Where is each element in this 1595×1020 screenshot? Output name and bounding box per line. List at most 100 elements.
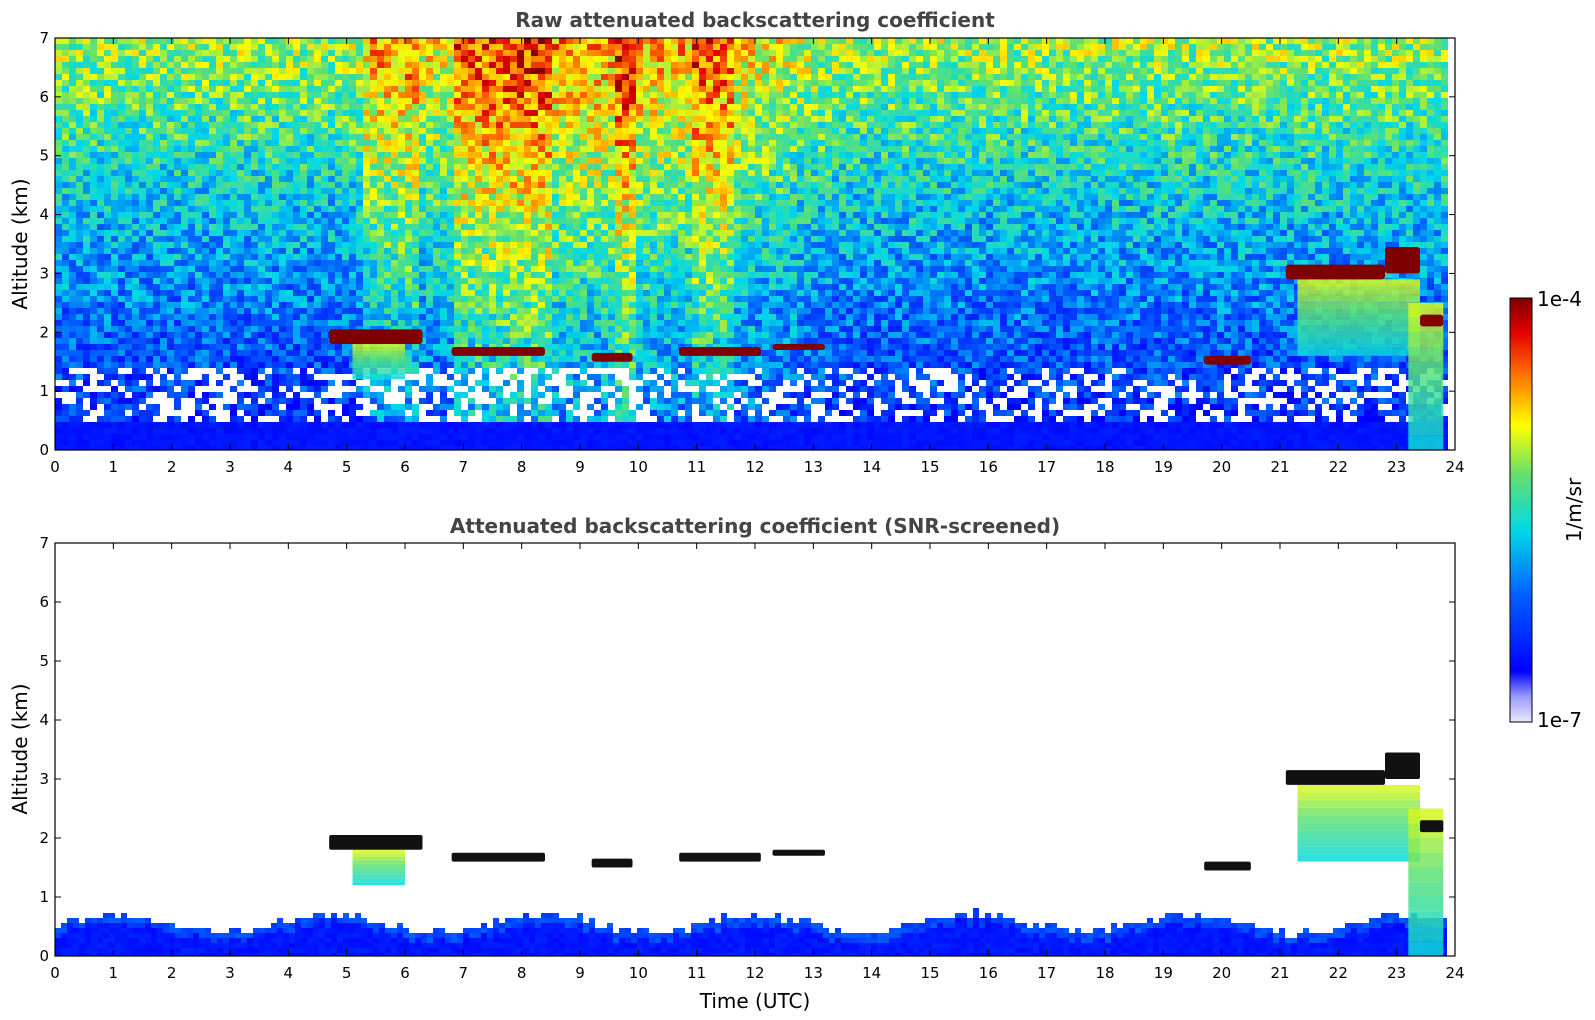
heatmap-cell bbox=[55, 86, 62, 92]
heatmap-cell bbox=[517, 152, 524, 158]
heatmap-cell bbox=[475, 308, 482, 314]
heatmap-cell bbox=[517, 110, 524, 116]
heatmap-cell bbox=[202, 266, 209, 272]
heatmap-cell bbox=[377, 152, 384, 158]
heatmap-cell bbox=[398, 170, 405, 176]
heatmap-cell bbox=[342, 404, 349, 410]
heatmap-cell bbox=[566, 56, 573, 62]
heatmap-cell bbox=[279, 392, 286, 398]
heatmap-cell bbox=[195, 74, 202, 80]
heatmap-cell bbox=[377, 38, 384, 44]
heatmap-cell bbox=[258, 428, 265, 434]
heatmap-cell bbox=[559, 164, 566, 170]
heatmap-cell bbox=[202, 212, 209, 218]
heatmap-cell bbox=[440, 392, 447, 398]
heatmap-cell bbox=[468, 284, 475, 290]
heatmap-cell bbox=[405, 224, 412, 230]
heatmap-cell bbox=[307, 218, 314, 224]
heatmap-cell bbox=[62, 308, 69, 314]
heatmap-cell bbox=[209, 116, 216, 122]
heatmap-cell bbox=[69, 170, 76, 176]
heatmap-cell bbox=[349, 416, 356, 422]
heatmap-cell bbox=[279, 248, 286, 254]
heatmap-cell bbox=[202, 416, 209, 422]
heatmap-cell bbox=[405, 434, 412, 440]
heatmap-cell bbox=[167, 152, 174, 158]
heatmap-cell bbox=[496, 434, 503, 440]
heatmap-cell bbox=[146, 182, 153, 188]
heatmap-cell bbox=[265, 80, 272, 86]
heatmap-cell bbox=[405, 278, 412, 284]
heatmap-cell bbox=[167, 194, 174, 200]
heatmap-cell bbox=[531, 158, 538, 164]
heatmap-cell bbox=[496, 416, 503, 422]
heatmap-cell bbox=[398, 128, 405, 134]
heatmap-cell bbox=[524, 134, 531, 140]
heatmap-cell bbox=[160, 68, 167, 74]
heatmap-cell bbox=[335, 362, 342, 368]
heatmap-cell bbox=[160, 122, 167, 128]
heatmap-cell bbox=[258, 164, 265, 170]
heatmap-cell bbox=[307, 344, 314, 350]
heatmap-cell bbox=[195, 446, 202, 450]
heatmap-cell bbox=[216, 62, 223, 68]
heatmap-cell bbox=[111, 176, 118, 182]
heatmap-cell bbox=[496, 80, 503, 86]
heatmap-cell bbox=[370, 314, 377, 320]
heatmap-cell bbox=[97, 272, 104, 278]
heatmap-cell bbox=[468, 434, 475, 440]
heatmap-cell bbox=[419, 434, 426, 440]
heatmap-cell bbox=[538, 176, 545, 182]
heatmap-cell bbox=[279, 410, 286, 416]
heatmap-cell bbox=[580, 152, 587, 158]
heatmap-cell bbox=[412, 326, 419, 332]
heatmap-cell bbox=[419, 248, 426, 254]
heatmap-cell bbox=[125, 110, 132, 116]
heatmap-cell bbox=[132, 50, 139, 56]
heatmap-cell bbox=[97, 110, 104, 116]
heatmap-cell bbox=[279, 326, 286, 332]
heatmap-cell bbox=[517, 224, 524, 230]
heatmap-cell bbox=[118, 110, 125, 116]
heatmap-cell bbox=[496, 422, 503, 428]
heatmap-cell bbox=[279, 206, 286, 212]
heatmap-cell bbox=[559, 302, 566, 308]
heatmap-cell bbox=[475, 254, 482, 260]
heatmap-cell bbox=[447, 212, 454, 218]
heatmap-cell bbox=[363, 200, 370, 206]
heatmap-cell bbox=[153, 254, 160, 260]
heatmap-cell bbox=[76, 116, 83, 122]
heatmap-cell bbox=[251, 38, 258, 44]
heatmap-cell bbox=[412, 278, 419, 284]
heatmap-cell bbox=[272, 212, 279, 218]
heatmap-cell bbox=[335, 194, 342, 200]
heatmap-cell bbox=[342, 278, 349, 284]
heatmap-cell bbox=[538, 374, 545, 380]
heatmap-cell bbox=[307, 122, 314, 128]
heatmap-cell bbox=[342, 314, 349, 320]
heatmap-cell bbox=[279, 116, 286, 122]
heatmap-cell bbox=[321, 158, 328, 164]
heatmap-cell bbox=[104, 422, 111, 428]
heatmap-cell bbox=[475, 296, 482, 302]
heatmap-cell bbox=[258, 332, 265, 338]
heatmap-cell bbox=[307, 134, 314, 140]
heatmap-cell bbox=[216, 56, 223, 62]
heatmap-cell bbox=[580, 50, 587, 56]
heatmap-cell bbox=[398, 194, 405, 200]
heatmap-cell bbox=[426, 386, 433, 392]
heatmap-cell bbox=[349, 278, 356, 284]
heatmap-cell bbox=[468, 260, 475, 266]
heatmap-cell bbox=[153, 338, 160, 344]
heatmap-cell bbox=[167, 386, 174, 392]
heatmap-cell bbox=[573, 110, 580, 116]
heatmap-cell bbox=[90, 212, 97, 218]
heatmap-cell bbox=[342, 290, 349, 296]
heatmap-cell bbox=[167, 368, 174, 374]
heatmap-cell bbox=[349, 398, 356, 404]
heatmap-cell bbox=[328, 440, 335, 446]
heatmap-cell bbox=[559, 212, 566, 218]
heatmap-cell bbox=[538, 326, 545, 332]
heatmap-cell bbox=[510, 134, 517, 140]
heatmap-cell bbox=[454, 440, 461, 446]
